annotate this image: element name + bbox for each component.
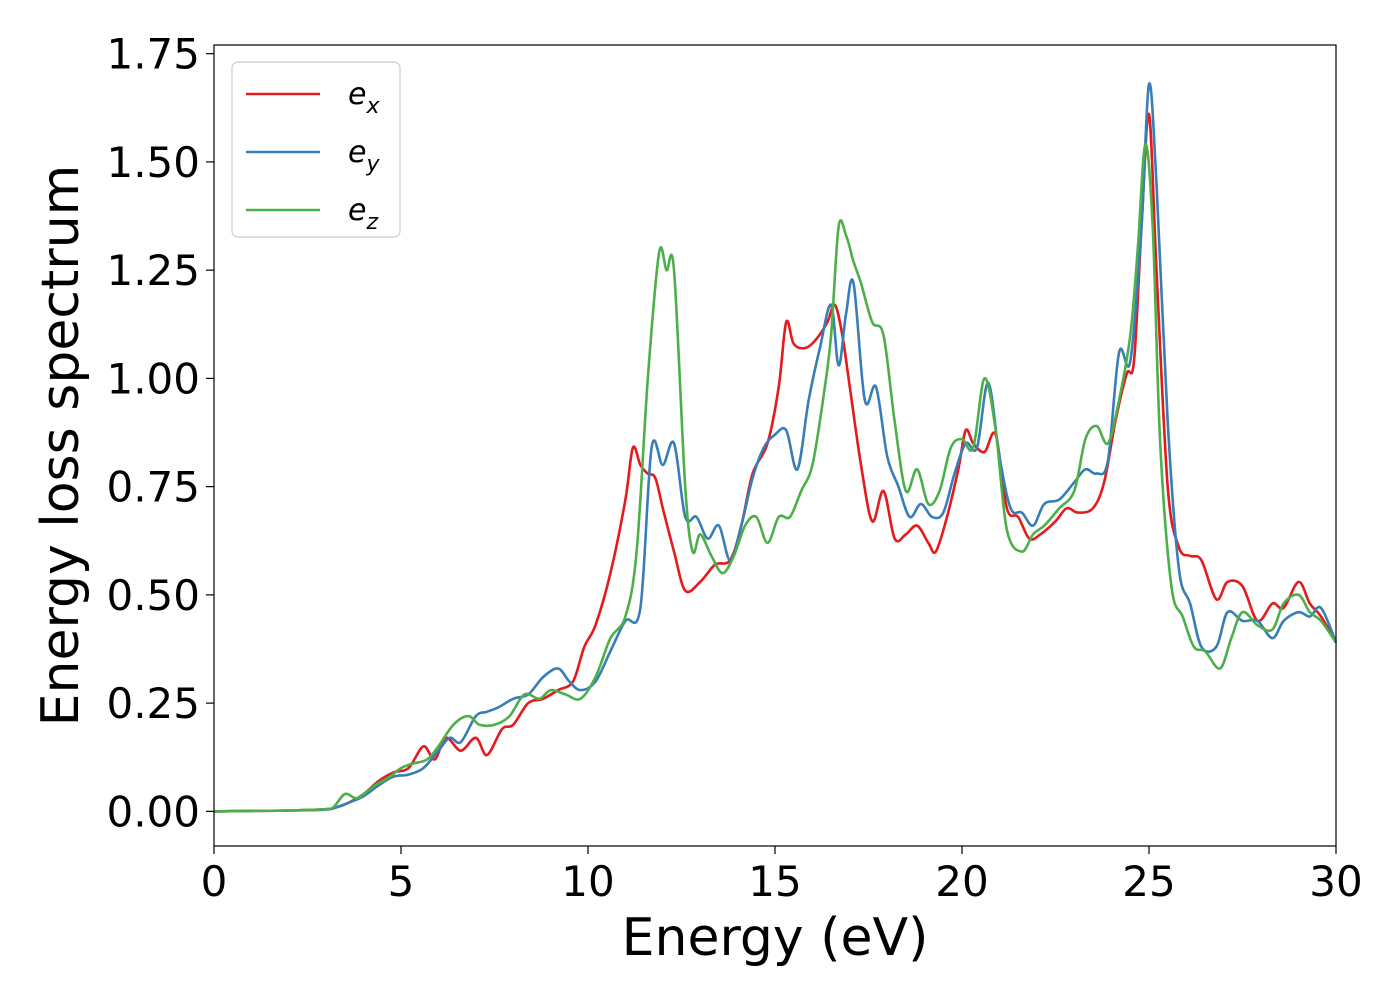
y-tick-label: 0.25 <box>106 679 200 728</box>
x-tick-label: 5 <box>388 857 415 906</box>
y-tick-label: 0.75 <box>106 463 200 512</box>
x-tick-label: 25 <box>1122 857 1175 906</box>
x-tick-label: 0 <box>201 857 228 906</box>
series-layer <box>213 82 1338 813</box>
x-axis: 0 5 10 15 20 25 30 <box>201 846 1363 906</box>
x-tick-label: 10 <box>561 857 614 906</box>
y-tick-label: 0.50 <box>106 571 200 620</box>
y-axis-title: Energy loss spectrum <box>31 165 91 727</box>
y-axis: 0.00 0.25 0.50 0.75 1.00 1.25 1.50 1.75 <box>106 30 214 836</box>
legend-box <box>231 61 401 238</box>
y-tick-label: 1.00 <box>106 354 200 403</box>
y-tick-label: 1.75 <box>106 30 200 79</box>
series-line-y <box>213 82 1338 813</box>
y-tick-label: 1.25 <box>106 246 200 295</box>
y-tick-label: 0.00 <box>106 787 200 836</box>
y-tick-label: 1.50 <box>106 138 200 187</box>
series-line-z <box>213 143 1338 813</box>
x-axis-title: Energy (eV) <box>622 908 929 968</box>
x-tick-label: 20 <box>935 857 988 906</box>
x-tick-label: 30 <box>1309 857 1362 906</box>
x-tick-label: 15 <box>748 857 801 906</box>
